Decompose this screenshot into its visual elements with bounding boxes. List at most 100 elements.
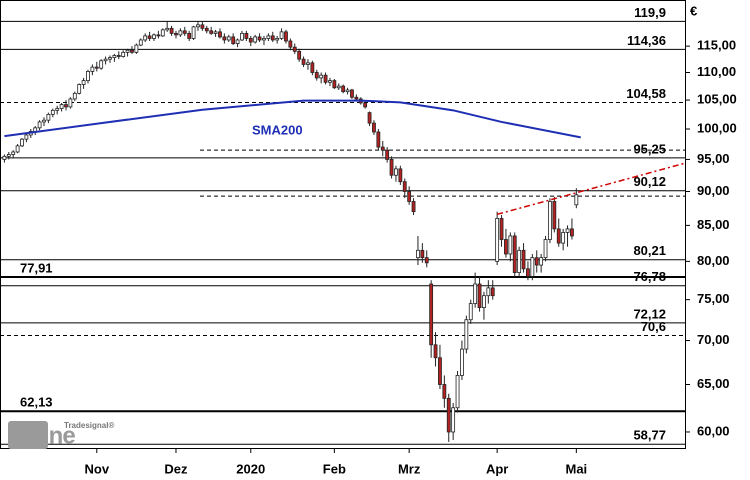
candle-body <box>178 30 183 36</box>
candle-body <box>490 287 495 297</box>
candle-body <box>477 283 482 308</box>
level-label: 114,36 <box>627 33 666 48</box>
candle-body <box>561 232 566 244</box>
candle-body <box>468 303 473 321</box>
candle-body <box>473 283 478 304</box>
candle-body <box>160 29 165 37</box>
candle-body <box>134 44 139 53</box>
candle-body <box>389 159 394 176</box>
sma-label: SMA200 <box>252 122 303 137</box>
candle-body <box>548 201 552 240</box>
candle-body <box>451 407 456 433</box>
level-label: 70,6 <box>641 319 666 334</box>
candle-body <box>424 257 429 264</box>
candle-body <box>200 24 205 29</box>
y-tick-label: 75,00 <box>697 291 730 306</box>
candle-body <box>319 74 324 79</box>
candle-body <box>508 235 513 255</box>
candle-body <box>143 35 148 41</box>
level-label: 76,78 <box>633 269 666 284</box>
candle-body <box>438 357 442 385</box>
level-label: 104,58 <box>626 86 666 101</box>
candle-body <box>59 104 64 110</box>
candle-body <box>446 397 451 433</box>
candle-body <box>328 80 332 83</box>
candle-body <box>288 40 293 48</box>
candle-body <box>499 218 504 240</box>
candle-body <box>433 344 438 359</box>
candle-body <box>231 36 236 44</box>
sma-line <box>4 99 581 139</box>
candle-body <box>257 36 262 41</box>
level-label: 119,9 <box>634 5 666 20</box>
y-tick-label: 80,00 <box>697 253 730 268</box>
level-label: 80,21 <box>633 243 666 258</box>
candle-body <box>275 38 280 41</box>
candle-body <box>574 194 579 206</box>
candle-body <box>323 74 328 83</box>
candle-body <box>420 249 425 259</box>
candle-body <box>42 119 46 123</box>
level-label: 58,77 <box>633 428 666 443</box>
y-tick-label: 95,00 <box>697 151 730 166</box>
y-tick-label: 100,00 <box>697 120 737 135</box>
candle-body <box>24 134 29 140</box>
candle-body <box>306 62 310 65</box>
candle-body <box>262 38 266 41</box>
candle-body <box>72 92 77 100</box>
candle-body <box>116 55 121 57</box>
candle-body <box>37 121 42 129</box>
x-tick-label: Nov <box>85 461 110 476</box>
candle-body <box>455 375 460 409</box>
candle-body <box>235 39 240 44</box>
candle-body <box>169 27 174 34</box>
candle-body <box>125 49 130 53</box>
candle-body <box>297 50 302 60</box>
candle-body <box>398 168 403 183</box>
candle-body <box>20 138 24 147</box>
level-label: 62,13 <box>20 395 53 410</box>
candle-body <box>187 32 192 39</box>
candle-body <box>94 66 99 69</box>
candle-body <box>15 145 20 153</box>
candle-body <box>81 80 86 85</box>
currency: € <box>690 3 697 18</box>
candle-body <box>380 146 385 151</box>
candle-body <box>354 96 359 100</box>
candle-body <box>209 30 214 34</box>
candle-body <box>213 31 218 34</box>
candle-body <box>253 36 258 43</box>
level-label: 77,91 <box>20 260 53 275</box>
y-tick-label: 115,00 <box>697 38 736 53</box>
candle-body <box>218 31 222 38</box>
candle-body <box>332 80 337 89</box>
trend-line <box>496 162 686 216</box>
y-tick-label: 60,00 <box>697 423 730 438</box>
candle-body <box>385 149 390 160</box>
candle-body <box>77 84 82 94</box>
candle-body <box>266 35 271 39</box>
candle-body <box>244 32 249 39</box>
candle-body <box>416 249 420 259</box>
candle-body <box>341 85 346 93</box>
logo-brand: Tradesignal® <box>64 421 114 430</box>
plot-frame <box>0 0 686 449</box>
candle-body <box>526 268 530 277</box>
candle-body <box>482 295 486 308</box>
logo-box <box>8 421 48 449</box>
level-label: 72,12 <box>633 306 666 321</box>
x-tick-label: Apr <box>486 461 508 476</box>
candle-body <box>570 228 574 237</box>
candle-body <box>534 257 539 266</box>
candle-body <box>279 31 284 39</box>
candle-body <box>539 257 544 266</box>
x-tick-label: 2020 <box>236 461 265 476</box>
candle-body <box>138 39 143 46</box>
candle-body <box>156 34 161 37</box>
candle-body <box>2 155 7 160</box>
candle-body <box>50 109 55 115</box>
marks-layer <box>2 21 686 442</box>
candle-body <box>240 32 244 41</box>
candle-body <box>310 62 315 73</box>
